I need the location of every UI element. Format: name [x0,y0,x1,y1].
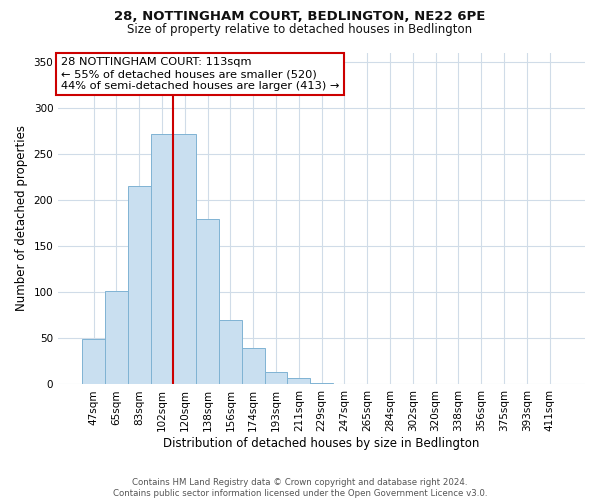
Bar [287,378,310,384]
Text: 28, NOTTINGHAM COURT, BEDLINGTON, NE22 6PE: 28, NOTTINGHAM COURT, BEDLINGTON, NE22 6… [115,10,485,23]
Bar [151,134,173,384]
Bar [82,340,105,384]
Bar [265,372,287,384]
Bar [128,186,151,384]
Text: 28 NOTTINGHAM COURT: 113sqm
← 55% of detached houses are smaller (520)
44% of se: 28 NOTTINGHAM COURT: 113sqm ← 55% of det… [61,58,339,90]
X-axis label: Distribution of detached houses by size in Bedlington: Distribution of detached houses by size … [163,437,480,450]
Text: Contains HM Land Registry data © Crown copyright and database right 2024.
Contai: Contains HM Land Registry data © Crown c… [113,478,487,498]
Y-axis label: Number of detached properties: Number of detached properties [15,126,28,312]
Text: Size of property relative to detached houses in Bedlington: Size of property relative to detached ho… [127,22,473,36]
Bar [219,320,242,384]
Bar [173,134,196,384]
Bar [196,220,219,384]
Bar [105,292,128,384]
Bar [242,348,265,385]
Bar [310,382,333,384]
